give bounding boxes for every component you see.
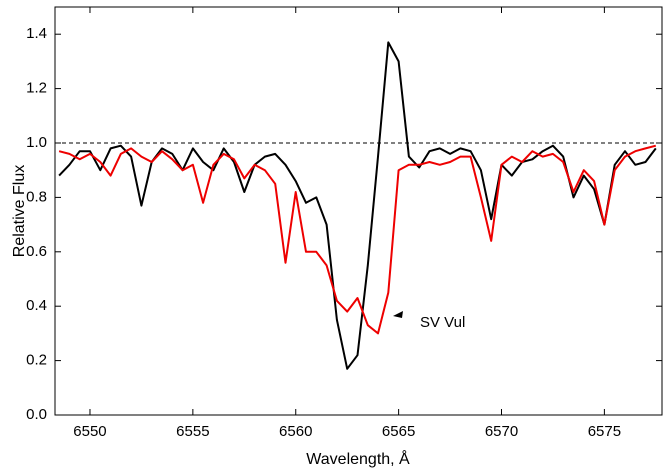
y-tick-label: 0.2 <box>26 352 47 369</box>
annotation: SV Vul <box>420 314 465 331</box>
x-tick-label: 6560 <box>279 423 312 440</box>
y-tick-label: 1.4 <box>26 25 47 42</box>
plot-frame <box>54 6 663 416</box>
x-tick-label: 6565 <box>382 423 415 440</box>
y-tick-label: 0.6 <box>26 243 47 260</box>
x-tick-label: 6575 <box>588 423 621 440</box>
series-line <box>58 144 657 335</box>
y-tick-label: 0.8 <box>26 188 47 205</box>
series-line <box>58 41 657 370</box>
annotation-arrow <box>393 311 403 318</box>
y-tick-label: 1.2 <box>26 80 47 97</box>
x-axis-title: Wavelength, Å <box>306 449 410 468</box>
y-tick-label: 0.0 <box>26 406 47 423</box>
x-tick-label: 6555 <box>176 423 209 440</box>
y-tick-label: 1.0 <box>26 134 47 151</box>
y-axis-title: Relative Flux <box>11 165 28 257</box>
y-tick-label: 0.4 <box>26 297 47 314</box>
x-tick-label: 6550 <box>73 423 106 440</box>
x-tick-label: 6570 <box>485 423 518 440</box>
